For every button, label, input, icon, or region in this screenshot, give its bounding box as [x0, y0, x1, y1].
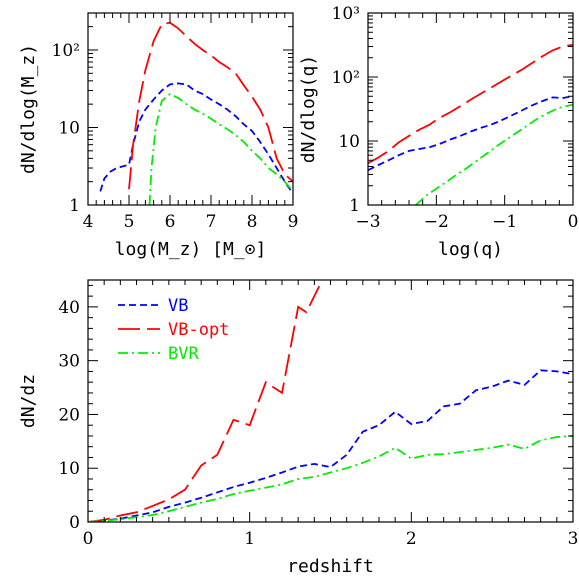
y-tick-label: 10: [58, 459, 80, 479]
series-line-vb-opt: [88, 280, 324, 522]
x-axis-label: redshift: [287, 556, 374, 577]
legend-label: BVR: [168, 344, 199, 364]
y-tick-label: 10: [338, 132, 360, 152]
y-tick-label: 1: [349, 196, 360, 216]
y-tick-label: 10²: [52, 41, 80, 61]
series-line-bvr: [415, 103, 573, 205]
y-tick-label: 0: [69, 513, 80, 533]
legend-label: VB-opt: [168, 320, 229, 340]
x-tick-label: 4: [83, 212, 94, 232]
plot-frame: [87, 279, 574, 523]
series-line-vb: [368, 95, 573, 172]
series-line-vb: [88, 369, 573, 522]
x-tick-label: 1: [244, 529, 255, 549]
y-tick-label: 10³: [332, 4, 360, 24]
series-line-bvr: [88, 435, 573, 522]
x-tick-label: 3: [568, 529, 579, 549]
series-line-vb-opt: [368, 43, 573, 164]
y-tick-label: 1: [69, 196, 80, 216]
panel-top-right: −3 −2 −1 0 1 10 10² 10³ log(q) dN/dlog(q): [298, 4, 578, 260]
x-axis-label: log(M_z) [M_⊙]: [115, 239, 267, 260]
legend-label: VB: [168, 296, 188, 316]
x-tick-label: 7: [206, 212, 217, 232]
x-axis-label: log(q): [438, 239, 503, 260]
x-tick-label: −2: [424, 212, 449, 232]
y-tick-label: 20: [58, 405, 80, 425]
x-tick-label: 8: [247, 212, 258, 232]
x-tick-label: −1: [492, 212, 517, 232]
x-tick-label: 2: [406, 529, 417, 549]
y-tick-label: 30: [58, 352, 80, 372]
y-tick-label: 10: [58, 118, 80, 138]
series-line-bvr: [148, 93, 293, 205]
x-tick-label: −3: [355, 212, 380, 232]
y-axis-label: dN/dlog(M_z): [18, 44, 39, 174]
y-axis-label: dN/dlog(q): [298, 55, 319, 163]
plot-frame: [367, 12, 574, 206]
y-tick-label: 10²: [332, 68, 360, 88]
y-axis-label: dN/dz: [18, 374, 39, 428]
x-tick-label: 0: [568, 212, 579, 232]
panel-top-left: 4 5 6 7 8 9 1 10 10² log(M_z) [M_⊙] dN/dlog(M_z): [18, 12, 299, 260]
y-tick-label: 40: [58, 298, 80, 318]
x-tick-label: 6: [165, 212, 176, 232]
x-tick-label: 5: [124, 212, 135, 232]
series-line-vb-opt: [128, 21, 293, 190]
x-tick-label: 9: [288, 212, 299, 232]
plot-frame: [87, 12, 294, 206]
x-tick-label: 0: [83, 529, 94, 549]
series-line-vb: [99, 82, 293, 195]
